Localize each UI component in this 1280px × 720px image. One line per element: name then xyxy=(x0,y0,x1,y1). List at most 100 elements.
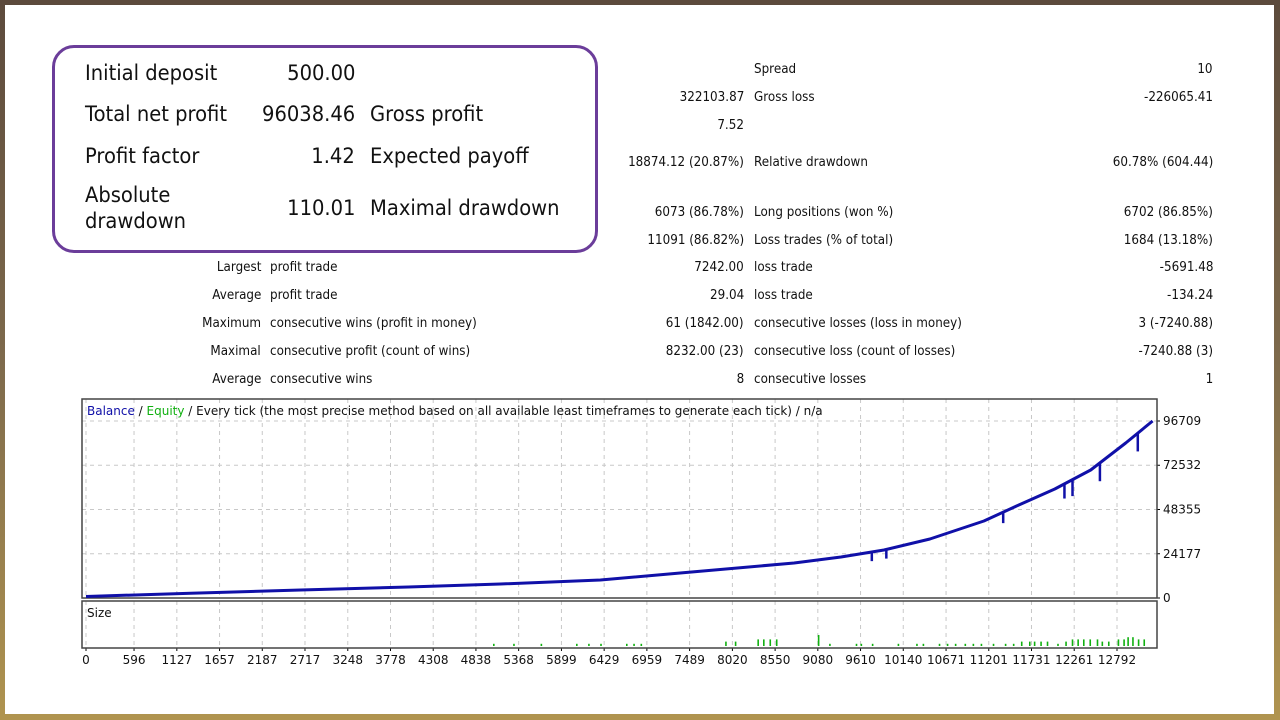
stat-prefix: Maximum xyxy=(202,316,261,331)
x-tick-label: 8550 xyxy=(760,653,791,667)
size-bar xyxy=(946,643,949,646)
stat-value: 7.52 xyxy=(717,118,744,133)
x-tick-label: 5899 xyxy=(546,653,577,667)
x-tick-label: 2187 xyxy=(247,653,278,667)
size-bar xyxy=(916,643,918,646)
size-bar xyxy=(633,643,635,646)
stat-label2: consecutive loss (count of losses) xyxy=(754,344,956,359)
stat-value2: 1684 (13.18%) xyxy=(1123,233,1213,248)
stat-value2: -226065.41 xyxy=(1144,90,1213,105)
stat-label: consecutive profit (count of wins) xyxy=(270,344,471,359)
summary-value: 96038.46 xyxy=(261,102,355,126)
size-bar xyxy=(1143,639,1146,646)
balance-line xyxy=(85,419,1154,598)
stat-label: consecutive wins xyxy=(270,372,373,387)
size-bar xyxy=(1071,639,1074,646)
x-tick-label: 9610 xyxy=(845,653,876,667)
summary-label-line2: drawdown xyxy=(85,209,187,233)
size-bar xyxy=(540,643,543,646)
strategy-tester-report: Initial deposit 500.00 Total net profit 960… xyxy=(5,5,1274,714)
summary-label: Total net profit xyxy=(85,102,227,126)
size-bar xyxy=(1040,641,1042,646)
size-bar xyxy=(493,643,495,646)
size-bar xyxy=(763,639,765,646)
size-bar xyxy=(817,635,820,646)
stat-label: consecutive wins (profit in money) xyxy=(270,316,477,331)
summary-value: 500.00 xyxy=(286,61,355,85)
x-tick-label: 596 xyxy=(123,653,146,667)
summary-label2: Expected payoff xyxy=(370,144,529,168)
size-bar xyxy=(1089,639,1092,646)
size-bar xyxy=(513,643,515,646)
size-bar xyxy=(922,643,925,646)
stat-label: Loss trades (% of total) xyxy=(754,233,894,248)
size-bar xyxy=(855,643,858,646)
size-bar xyxy=(1065,641,1067,646)
size-bar xyxy=(576,643,578,646)
x-tick-label: 8020 xyxy=(717,653,748,667)
size-bar xyxy=(1137,639,1140,646)
size-bar xyxy=(860,643,863,646)
stat-value: 18874.12 (20.87%) xyxy=(628,155,744,170)
size-panel-frame xyxy=(81,600,1158,649)
size-bar xyxy=(1077,639,1079,646)
chart-title: Balance / Equity / Every tick (the most … xyxy=(87,404,823,418)
size-bar xyxy=(734,641,737,646)
y-tick-label: 96709 xyxy=(1163,414,1201,428)
size-bar xyxy=(626,643,628,646)
x-tick-label: 6959 xyxy=(632,653,663,667)
legend-balance: Balance xyxy=(87,404,135,418)
size-bar xyxy=(1012,643,1015,646)
stat-label2: loss trade xyxy=(754,288,813,303)
size-bar xyxy=(757,639,759,646)
stat-label: Spread xyxy=(754,62,797,77)
stat-value2: -5691.48 xyxy=(1159,260,1213,275)
x-tick-label: 2717 xyxy=(290,653,321,667)
x-tick-label: 3778 xyxy=(375,653,406,667)
stat-prefix: Average xyxy=(211,372,261,387)
summary-label: Initial deposit xyxy=(85,61,218,85)
stat-value: 6073 (86.78%) xyxy=(654,205,744,220)
stat-prefix: Largest xyxy=(216,260,261,275)
stat-prefix: Average xyxy=(211,288,261,303)
x-tick-label: 11731 xyxy=(1012,653,1050,667)
y-tick-label: 0 xyxy=(1163,591,1171,605)
size-bar xyxy=(980,643,983,646)
stat-value: 7242.00 xyxy=(694,260,744,275)
size-bar xyxy=(1123,639,1125,646)
stat-value2: 60.78% (604.44) xyxy=(1112,155,1213,170)
stat-value2: 3 (-7240.88) xyxy=(1138,316,1213,331)
summary-label: Absolute xyxy=(85,183,171,207)
size-bar xyxy=(1127,637,1129,646)
x-tick-label: 3248 xyxy=(333,653,364,667)
size-bar xyxy=(938,643,941,646)
size-bar xyxy=(992,643,995,646)
x-tick-label: 12792 xyxy=(1098,653,1136,667)
size-bar xyxy=(1132,637,1134,646)
stat-label: profit trade xyxy=(270,288,338,303)
stat-prefix: Maximal xyxy=(210,344,261,359)
size-bar xyxy=(775,639,778,646)
size-bar xyxy=(954,643,957,646)
size-bar xyxy=(1082,639,1085,646)
size-bar xyxy=(871,643,874,646)
stat-value: 61 (1842.00) xyxy=(666,316,744,331)
size-bar xyxy=(1117,639,1120,646)
size-bar xyxy=(1028,641,1031,646)
stat-label2: consecutive losses (loss in money) xyxy=(754,316,962,331)
size-bar xyxy=(1046,641,1049,646)
stat-value2: -7240.88 (3) xyxy=(1138,344,1213,359)
x-tick-label: 11201 xyxy=(970,653,1008,667)
y-tick-label: 48355 xyxy=(1163,502,1201,516)
size-bar xyxy=(588,643,590,646)
x-tick-label: 10140 xyxy=(884,653,922,667)
size-bar xyxy=(1107,641,1110,646)
stat-label2: loss trade xyxy=(754,260,813,275)
stat-value: 11091 (86.82%) xyxy=(647,233,744,248)
stat-value2: 1 xyxy=(1205,372,1213,387)
x-tick-label: 10671 xyxy=(927,653,965,667)
main-plot-frame xyxy=(81,398,1158,599)
size-bar xyxy=(897,643,900,646)
x-tick-label: 1127 xyxy=(162,653,193,667)
x-tick-label: 5368 xyxy=(503,653,534,667)
